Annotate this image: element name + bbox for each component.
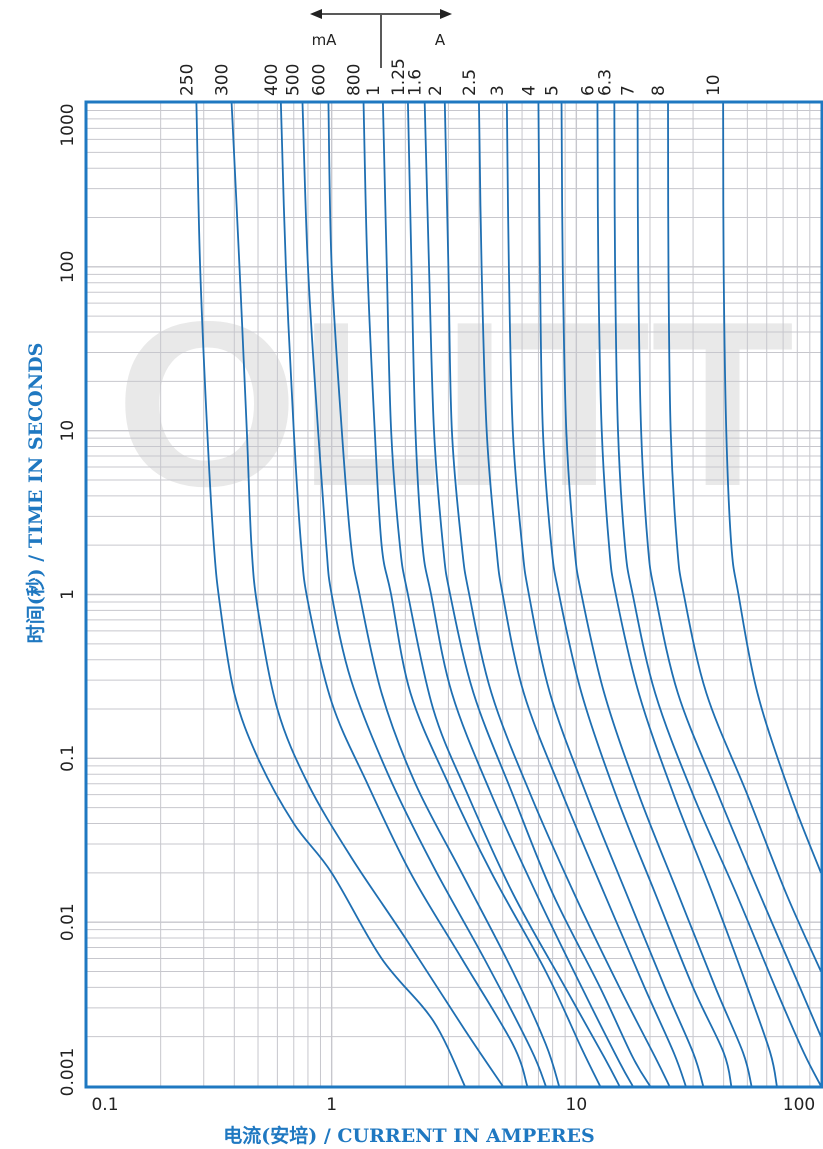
y-tick-label: 10 [58, 420, 78, 442]
rating-label-3: 3 [488, 85, 508, 96]
rating-label-600: 600 [309, 64, 329, 96]
rating-label-7: 7 [619, 85, 639, 96]
y-axis-title: 时间(秒) / TIME IN SECONDS [24, 343, 47, 644]
curve-500 [301, 103, 547, 1086]
curve-1.6 [423, 103, 651, 1086]
x-tick-label: 1 [326, 1095, 337, 1115]
amp-unit-label: A [435, 31, 446, 49]
curve-8 [667, 103, 821, 972]
curve-group [195, 103, 821, 1086]
curve-10 [722, 103, 821, 874]
rating-label-400: 400 [262, 64, 282, 96]
rating-label-2: 2 [426, 85, 446, 96]
curve-2.5 [478, 103, 687, 1086]
curve-600 [327, 103, 560, 1086]
x-axis-title: 电流(安培) / CURRENT IN AMPERES [223, 1124, 594, 1147]
grid-lines [87, 103, 821, 1086]
unit-marker: mA A [310, 9, 452, 68]
curve-6.3 [613, 103, 821, 1086]
rating-label-8: 8 [649, 85, 669, 96]
rating-label-6: 6 [578, 85, 598, 96]
y-tick-labels: 0.001 0.01 0.1 1 10 100 1000 [58, 103, 78, 1096]
x-tick-labels: 0.1 1 10 100 [91, 1095, 815, 1115]
rating-labels: 250 300 400 500 600 800 1 1.251.6 2 2.5 3 4 5 66.3 7 8 1… [177, 58, 724, 96]
y-tick-label: 1000 [58, 103, 78, 146]
y-tick-label: 1 [58, 589, 78, 600]
y-tick-label: 0.1 [58, 745, 78, 772]
milliamp-unit-label: mA [312, 31, 338, 49]
y-tick-label: 0.01 [58, 903, 78, 941]
rating-label-1.6: 1.6 [406, 69, 426, 96]
curve-800 [362, 103, 601, 1086]
x-tick-label: 0.1 [91, 1095, 118, 1115]
rating-label-2.5: 2.5 [460, 69, 480, 96]
curve-1.25 [407, 103, 634, 1086]
rating-label-500: 500 [284, 64, 304, 96]
rating-label-10: 10 [704, 74, 724, 96]
curve-1 [382, 103, 621, 1086]
rating-label-5: 5 [543, 85, 563, 96]
y-tick-label: 100 [58, 251, 78, 283]
curve-5 [560, 103, 753, 1086]
curve-400 [279, 103, 529, 1086]
x-tick-label: 10 [566, 1095, 588, 1115]
x-tick-label: 100 [783, 1095, 815, 1115]
rating-label-250: 250 [177, 64, 197, 96]
rating-label-300: 300 [213, 64, 233, 96]
curve-300 [230, 103, 504, 1086]
curve-4 [537, 103, 733, 1086]
rating-label-1: 1 [364, 85, 384, 96]
rating-label-800: 800 [345, 64, 365, 96]
curve-250 [195, 103, 466, 1086]
plot-frame [84, 100, 823, 1089]
rating-label-1.25: 1.25 [389, 58, 409, 96]
curve-2 [443, 103, 671, 1086]
rating-label-6.3: 6.3 [595, 69, 615, 96]
curve-6 [596, 103, 778, 1086]
curve-3 [505, 103, 705, 1086]
y-tick-label: 0.001 [58, 1048, 78, 1097]
rating-label-4: 4 [519, 85, 539, 96]
curve-7 [636, 103, 821, 1038]
